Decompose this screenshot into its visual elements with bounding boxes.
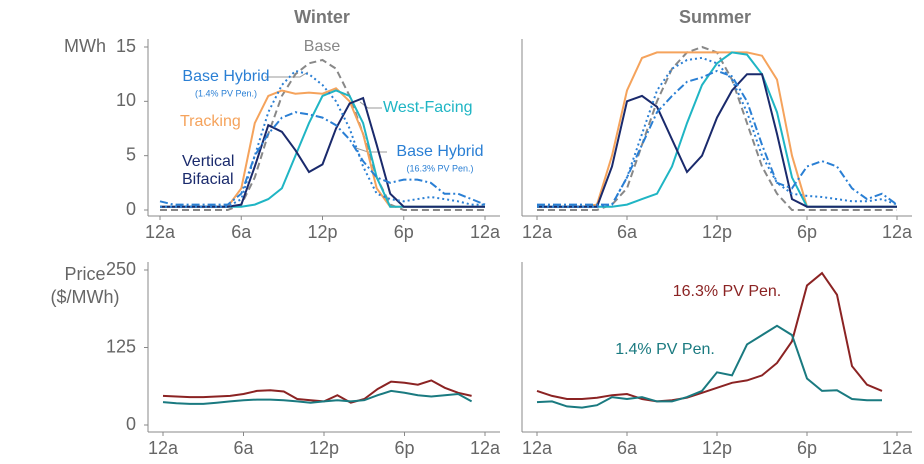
x-tick-label: 12a (882, 222, 913, 242)
x-tick-label: 6p (797, 222, 817, 242)
series-label: 16.3% PV Pen. (673, 283, 782, 300)
y-axis-label: Price (64, 264, 105, 284)
series-line (537, 56, 898, 208)
series-line (159, 111, 486, 206)
x-tick-label: 12a (145, 222, 176, 242)
panel-title: Summer (679, 7, 751, 27)
leader-line (265, 71, 309, 78)
series-line (160, 96, 485, 208)
y-tick-label: 125 (106, 336, 136, 356)
series-line (160, 58, 485, 211)
y-tick-label: 0 (126, 414, 136, 434)
series-label: Base Hybrid (396, 143, 483, 160)
x-tick-label: 12a (522, 222, 553, 242)
series-sublabel: (16.3% PV Pen.) (406, 163, 473, 173)
series-line (162, 379, 472, 404)
y-tick-label: 0 (126, 199, 136, 219)
x-tick-label: 6a (617, 222, 638, 242)
series-label: West-Facing (383, 99, 473, 116)
x-tick-label: 6a (617, 438, 638, 458)
series-line (537, 73, 897, 208)
x-tick-label: 6a (231, 222, 252, 242)
y-tick-label: 250 (106, 259, 136, 279)
x-tick-label: 12p (702, 438, 732, 458)
series-label: Tracking (180, 113, 241, 130)
y-tick-label: 10 (116, 90, 136, 110)
x-tick-label: 12a (882, 438, 913, 458)
series-line (537, 51, 897, 208)
y-tick-label: 5 (126, 144, 136, 164)
x-tick-label: 6p (797, 438, 817, 458)
y-tick-label: 15 (116, 36, 136, 56)
x-tick-label: 12a (148, 438, 179, 458)
series-line (537, 51, 897, 208)
x-tick-label: 6a (233, 438, 254, 458)
panel-title: Winter (294, 7, 350, 27)
x-tick-label: 6p (394, 438, 414, 458)
x-tick-label: 12a (470, 438, 501, 458)
x-tick-label: 6p (394, 222, 414, 242)
series-line (536, 324, 882, 409)
leader-line (359, 101, 382, 109)
y-axis-label: ($/MWh) (51, 287, 120, 307)
series-label: Base Hybrid (182, 68, 269, 85)
x-tick-label: 12p (309, 438, 339, 458)
series-line (536, 271, 883, 403)
series-sublabel: (1.4% PV Pen.) (195, 88, 257, 98)
x-tick-label: 12a (522, 438, 553, 458)
x-tick-label: 12p (702, 222, 732, 242)
x-tick-label: 12p (307, 222, 337, 242)
series-line (160, 69, 485, 208)
series-label: Base (304, 38, 341, 55)
series-label: 1.4% PV Pen. (615, 341, 715, 358)
y-axis-label: MWh (64, 36, 106, 56)
x-tick-label: 12a (470, 222, 501, 242)
series-label: Vertical Bifacial (182, 153, 235, 188)
leader-line (355, 147, 387, 153)
series-line (537, 69, 898, 206)
series-line (162, 389, 473, 405)
